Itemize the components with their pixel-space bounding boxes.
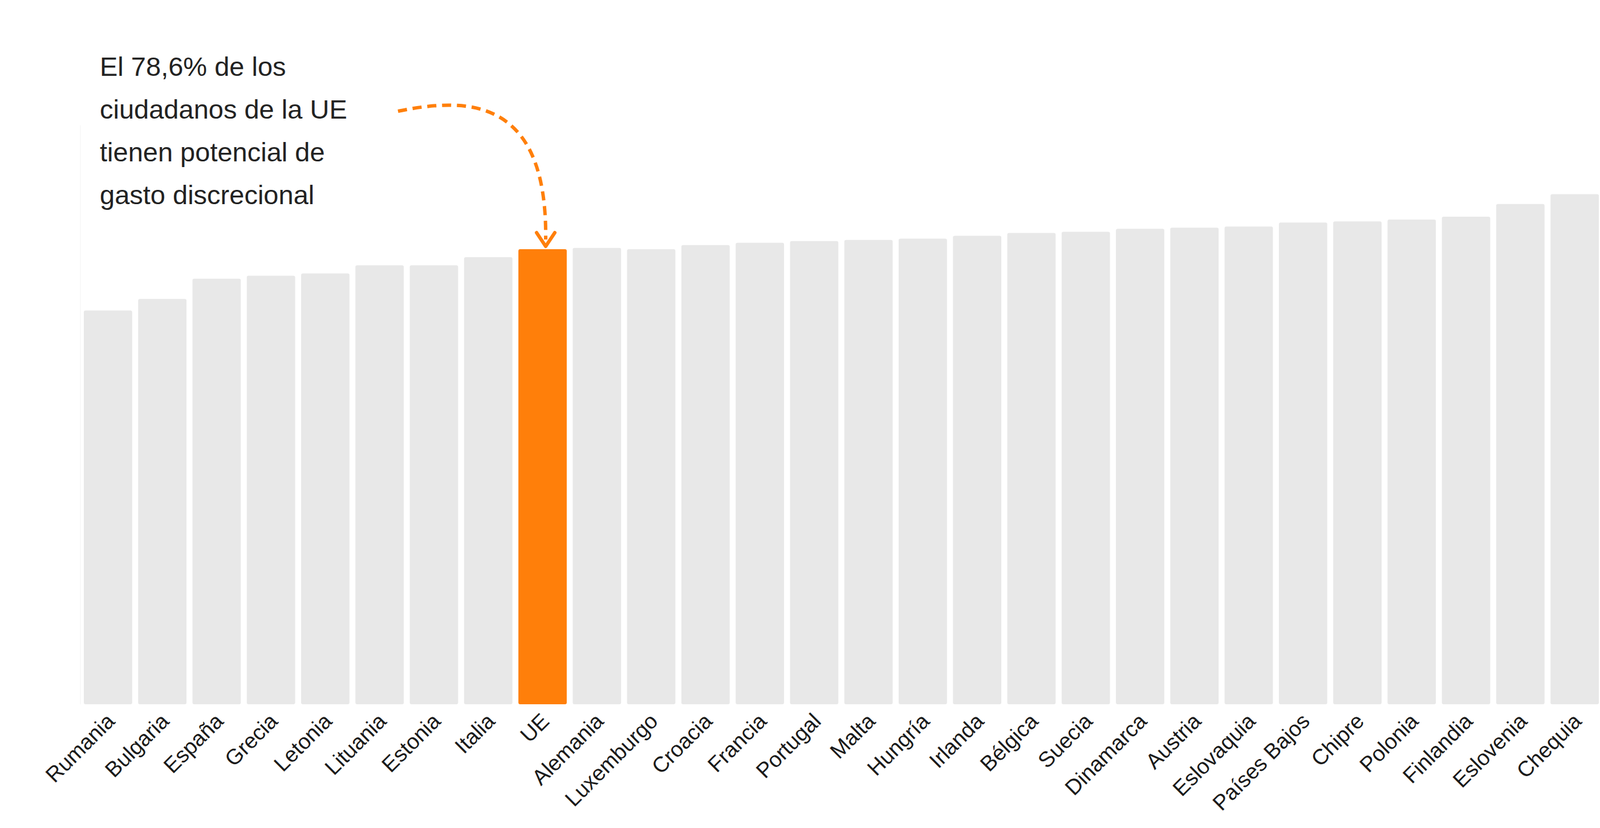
bar — [627, 249, 676, 705]
y-axis-line — [80, 125, 81, 705]
x-tick-label: Croacia — [647, 708, 718, 779]
bar — [789, 241, 839, 705]
chart: RumaniaBulgariaEspañaGreciaLetoniaLituan… — [0, 0, 1600, 828]
x-tick-label: Portugal — [751, 708, 826, 783]
bar — [572, 248, 621, 705]
x-tick-label: Bulgaria — [100, 708, 174, 782]
bar — [735, 242, 785, 705]
x-tick-label: UE — [515, 708, 554, 747]
x-tick-label: España — [159, 708, 229, 778]
bar — [137, 298, 187, 705]
bar — [355, 265, 404, 705]
x-tick-label: Dinamarca — [1060, 708, 1152, 800]
bar — [681, 245, 730, 705]
bar — [1224, 226, 1274, 705]
x-tick-label: Eslovenia — [1448, 708, 1533, 793]
bar — [83, 310, 133, 705]
annotation-arrowhead — [536, 232, 555, 247]
bar — [409, 265, 459, 705]
x-tick-label: Países Bajos — [1207, 708, 1315, 816]
bar — [1170, 227, 1219, 705]
bar — [192, 278, 242, 705]
bar — [1115, 228, 1165, 705]
bar — [518, 249, 567, 705]
bar — [1061, 231, 1111, 705]
bar — [952, 236, 1002, 705]
x-tick-label: Luxemburgo — [560, 708, 663, 811]
x-tick-label: Hungría — [862, 708, 935, 781]
x-tick-label: Rumania — [41, 708, 120, 787]
x-tick-label: Bélgica — [975, 708, 1043, 776]
bar — [844, 240, 893, 705]
bar — [1387, 219, 1436, 705]
bar — [1550, 193, 1599, 705]
bar — [301, 273, 350, 705]
bar — [1496, 204, 1545, 705]
bar — [1007, 232, 1057, 705]
annotation: El 78,6% de losciudadanos de la UEtienen… — [99, 51, 348, 210]
bar — [1442, 216, 1491, 705]
x-tick-label: Lituania — [320, 708, 392, 779]
annotation-arrow — [398, 104, 546, 240]
bars — [83, 193, 1599, 705]
bar — [898, 238, 948, 705]
bar — [464, 257, 513, 705]
x-tick-label: Estonia — [376, 708, 446, 777]
x-tick-label: Italia — [449, 708, 500, 758]
bar — [1333, 221, 1382, 705]
bar — [246, 275, 296, 705]
bar — [1278, 222, 1328, 705]
x-tick-label: Chequia — [1511, 708, 1586, 783]
